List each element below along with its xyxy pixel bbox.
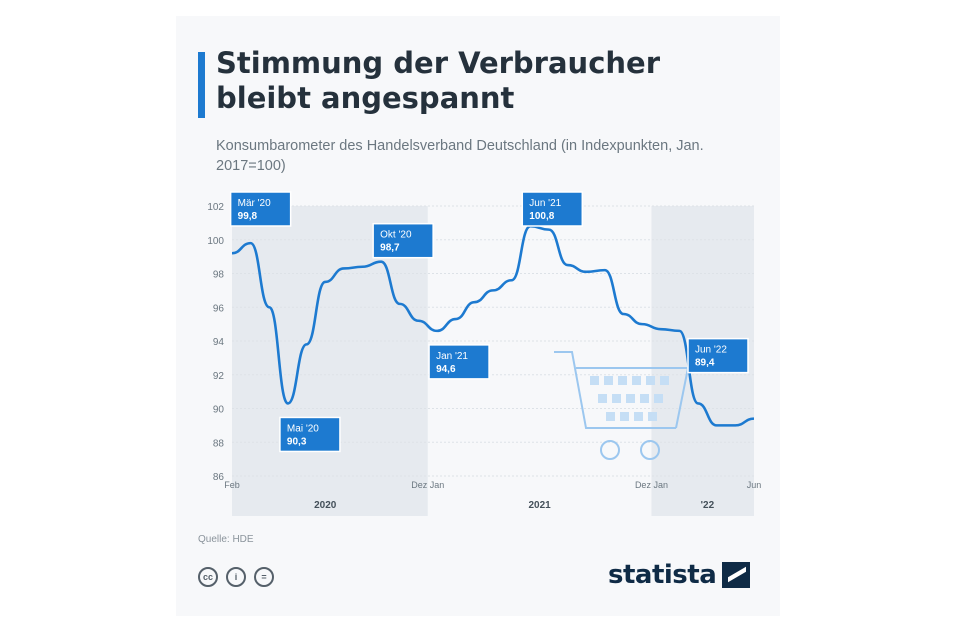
callout-value: 89,4 <box>695 358 715 369</box>
x-tick-label: Jun <box>747 480 762 490</box>
y-tick-label: 100 <box>207 236 224 247</box>
year-label: 2020 <box>314 500 337 511</box>
y-tick-label: 90 <box>213 405 225 416</box>
x-tick-label: Feb <box>224 480 240 490</box>
y-tick-label: 98 <box>213 270 225 281</box>
callout-5: Jun '22 89,4 <box>687 337 749 374</box>
x-tick-label: Dez Jan <box>411 480 444 490</box>
callout-value: 99,8 <box>238 211 258 222</box>
callout-0: Mär '20 99,8 <box>229 191 292 227</box>
brand-name: statista <box>608 560 717 590</box>
y-tick-label: 94 <box>213 337 225 348</box>
callout-value: 94,6 <box>436 364 456 375</box>
statista-logo-icon <box>722 562 751 588</box>
callout-value: 100,8 <box>529 211 554 222</box>
callout-date: Jun '22 <box>695 345 727 356</box>
callout-date: Mai '20 <box>287 423 319 434</box>
callout-value: 90,3 <box>287 436 307 447</box>
year-label: 2021 <box>528 500 551 511</box>
line-chart: 86 88 90 92 94 96 98 100 102 Feb Dez Jan Dez Jan Jun… <box>207 191 762 516</box>
callout-1: Mai '20 90,3 <box>279 416 341 453</box>
x-tick-label: Dez Jan <box>635 480 668 490</box>
statista-logo[interactable]: statista <box>608 560 751 590</box>
y-tick-label: 96 <box>213 303 225 314</box>
chart-title: Stimmung der Verbraucher bleibt angespan… <box>216 46 661 115</box>
callout-date: Jun '21 <box>529 198 561 209</box>
callout-date: Mär '20 <box>238 198 271 209</box>
by-icon[interactable]: i <box>226 567 246 587</box>
license-icons: cc i = <box>198 567 274 587</box>
chart-subtitle: Konsumbarometer des Handelsverband Deuts… <box>216 138 704 174</box>
cc-icon[interactable]: cc <box>198 567 218 587</box>
y-tick-label: 102 <box>207 202 224 213</box>
callout-value: 98,7 <box>380 243 400 254</box>
callout-date: Jan '21 <box>436 351 468 362</box>
callout-3: Jan '21 94,6 <box>428 344 490 380</box>
shopping-cart-icon <box>554 351 690 460</box>
y-tick-label: 88 <box>213 438 225 449</box>
series-line <box>231 224 755 427</box>
year-label: '22 <box>701 500 715 511</box>
callout-date: Okt '20 <box>380 230 412 241</box>
callout-2: Okt '20 98,7 <box>372 222 434 259</box>
y-tick-label: 92 <box>213 371 225 382</box>
nd-icon[interactable]: = <box>254 567 274 587</box>
y-tick-label: 86 <box>213 472 225 483</box>
callout-4: Jun '21 100,8 <box>521 191 584 227</box>
title-accent-bar <box>198 52 205 118</box>
source-note: Quelle: HDE <box>198 534 254 545</box>
